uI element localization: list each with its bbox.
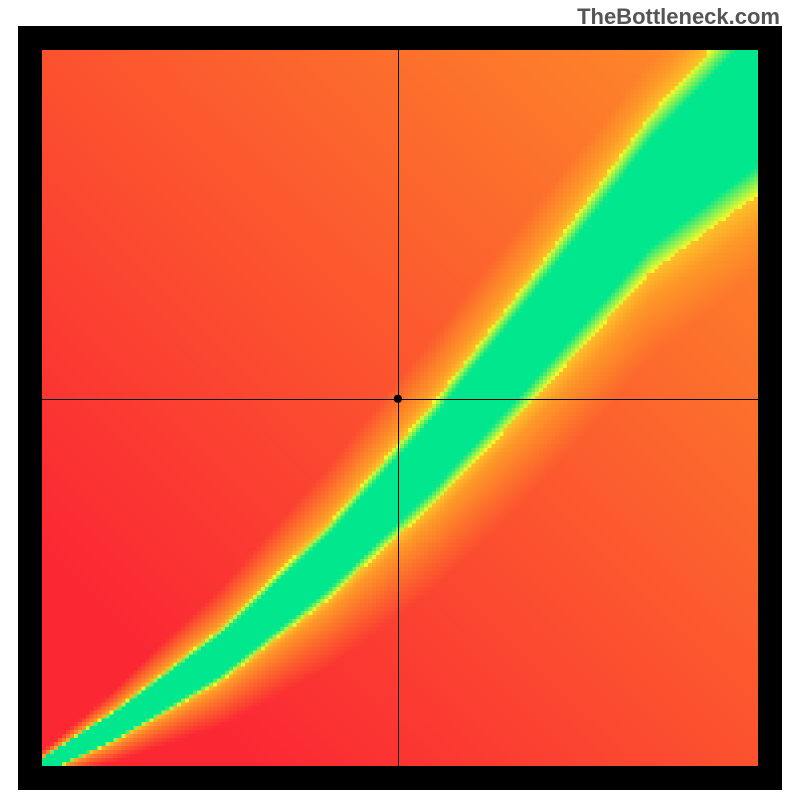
crosshair-overlay (42, 50, 758, 766)
plot-outer-frame (18, 26, 782, 790)
watermark-text: TheBottleneck.com (577, 4, 780, 30)
chart-container: { "watermark": { "text": "TheBottleneck.… (0, 0, 800, 800)
